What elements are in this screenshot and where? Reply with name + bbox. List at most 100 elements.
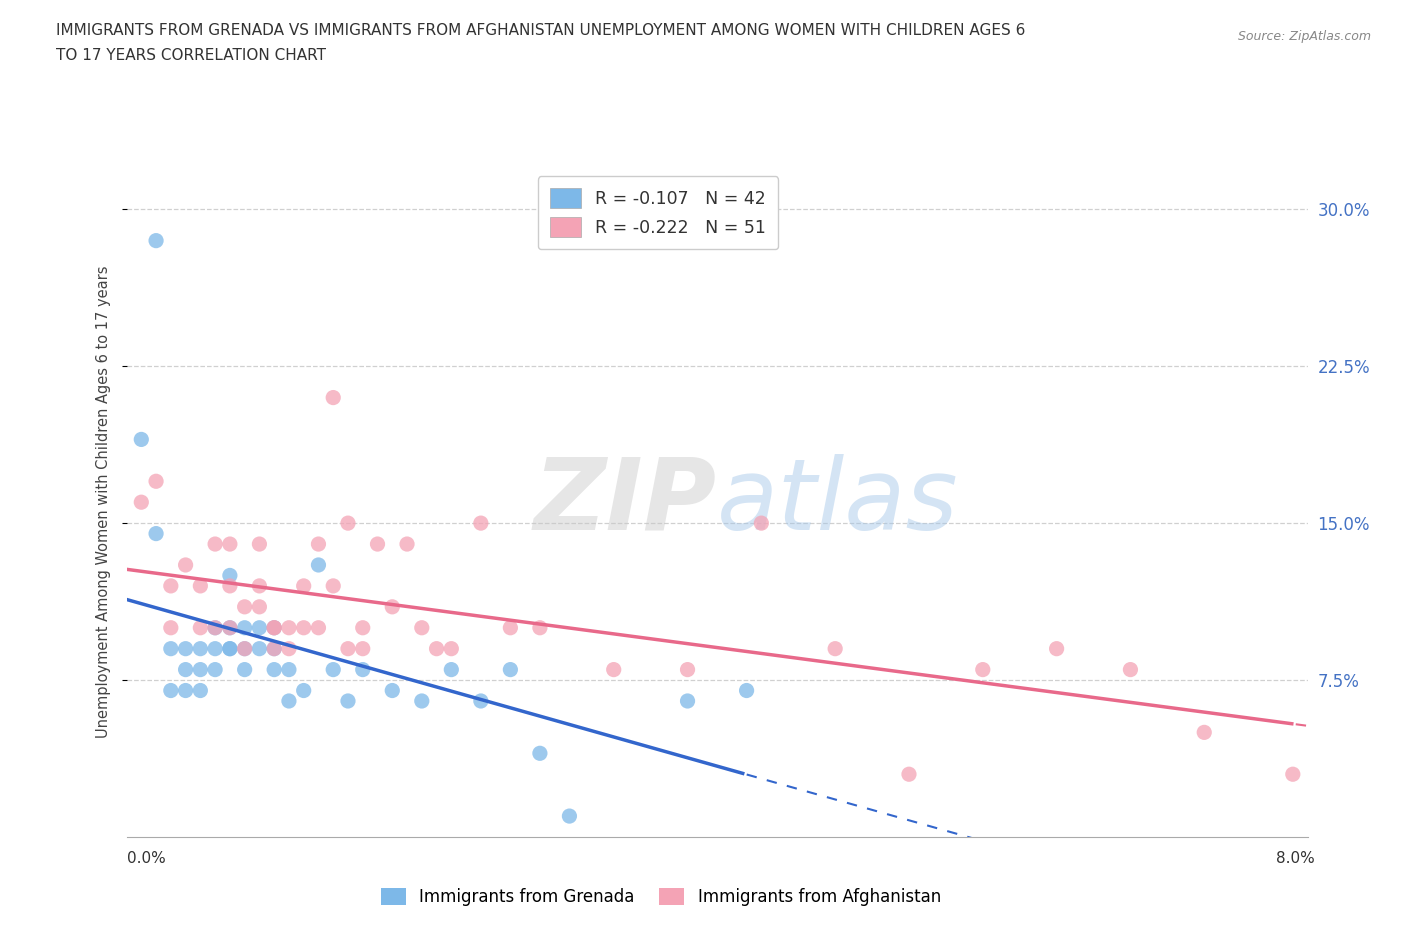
Point <box>972 662 994 677</box>
Point <box>174 558 197 573</box>
Point <box>219 568 242 583</box>
Text: IMMIGRANTS FROM GRENADA VS IMMIGRANTS FROM AFGHANISTAN UNEMPLOYMENT AMONG WOMEN : IMMIGRANTS FROM GRENADA VS IMMIGRANTS FR… <box>56 23 1025 38</box>
Point <box>204 662 226 677</box>
Point <box>337 516 360 531</box>
Point <box>263 662 285 677</box>
Point <box>529 746 551 761</box>
Point <box>160 620 183 635</box>
Point <box>219 578 242 593</box>
Text: atlas: atlas <box>717 454 959 551</box>
Point <box>188 642 211 657</box>
Point <box>263 620 285 635</box>
Point <box>188 620 211 635</box>
Point <box>529 620 551 635</box>
Point <box>499 620 522 635</box>
Point <box>278 662 301 677</box>
Point <box>174 683 197 698</box>
Point <box>897 766 920 781</box>
Point <box>247 537 270 551</box>
Point <box>174 662 197 677</box>
Point <box>219 620 242 635</box>
Point <box>307 558 329 573</box>
Point <box>247 578 270 593</box>
Point <box>425 642 447 657</box>
Text: TO 17 YEARS CORRELATION CHART: TO 17 YEARS CORRELATION CHART <box>56 48 326 63</box>
Point <box>219 620 242 635</box>
Point <box>204 537 226 551</box>
Point <box>278 694 301 709</box>
Point <box>263 642 285 657</box>
Point <box>1192 725 1215 740</box>
Point <box>160 578 183 593</box>
Point <box>352 620 374 635</box>
Point <box>558 809 581 824</box>
Point <box>307 620 329 635</box>
Point <box>381 600 404 615</box>
Point <box>233 600 256 615</box>
Text: 8.0%: 8.0% <box>1275 851 1315 866</box>
Point <box>129 495 153 510</box>
Text: ZIP: ZIP <box>534 454 717 551</box>
Point <box>233 642 256 657</box>
Point <box>751 516 773 531</box>
Point <box>603 662 626 677</box>
Point <box>247 642 270 657</box>
Point <box>1045 642 1069 657</box>
Point <box>247 600 270 615</box>
Point <box>278 620 301 635</box>
Point <box>322 578 344 593</box>
Point <box>219 537 242 551</box>
Point <box>381 683 404 698</box>
Point <box>396 537 419 551</box>
Point <box>204 642 226 657</box>
Point <box>1119 662 1142 677</box>
Point <box>160 683 183 698</box>
Point <box>204 620 226 635</box>
Point <box>233 642 256 657</box>
Point <box>129 432 153 447</box>
Point <box>307 537 329 551</box>
Legend: Immigrants from Grenada, Immigrants from Afghanistan: Immigrants from Grenada, Immigrants from… <box>374 881 948 912</box>
Point <box>247 620 270 635</box>
Point <box>824 642 846 657</box>
Point <box>411 620 433 635</box>
Point <box>188 683 211 698</box>
Point <box>470 694 492 709</box>
Point <box>411 694 433 709</box>
Point <box>188 578 211 593</box>
Legend: R = -0.107   N = 42, R = -0.222   N = 51: R = -0.107 N = 42, R = -0.222 N = 51 <box>538 176 778 249</box>
Point <box>676 694 699 709</box>
Text: Source: ZipAtlas.com: Source: ZipAtlas.com <box>1237 30 1371 43</box>
Point <box>233 662 256 677</box>
Point <box>322 391 344 405</box>
Point <box>440 642 463 657</box>
Y-axis label: Unemployment Among Women with Children Ages 6 to 17 years: Unemployment Among Women with Children A… <box>96 266 111 738</box>
Point <box>337 694 360 709</box>
Point <box>352 662 374 677</box>
Point <box>188 662 211 677</box>
Point <box>263 620 285 635</box>
Point <box>735 683 758 698</box>
Point <box>145 526 167 541</box>
Point <box>278 642 301 657</box>
Point <box>337 642 360 657</box>
Point <box>160 642 183 657</box>
Point <box>292 620 315 635</box>
Point <box>219 642 242 657</box>
Point <box>292 578 315 593</box>
Text: 0.0%: 0.0% <box>127 851 166 866</box>
Point <box>352 642 374 657</box>
Point <box>676 662 699 677</box>
Point <box>499 662 522 677</box>
Point <box>470 516 492 531</box>
Point <box>440 662 463 677</box>
Point <box>263 620 285 635</box>
Point <box>219 642 242 657</box>
Point <box>145 474 167 489</box>
Point <box>174 642 197 657</box>
Point <box>233 620 256 635</box>
Point <box>263 642 285 657</box>
Point <box>204 620 226 635</box>
Point <box>1282 766 1305 781</box>
Point <box>322 662 344 677</box>
